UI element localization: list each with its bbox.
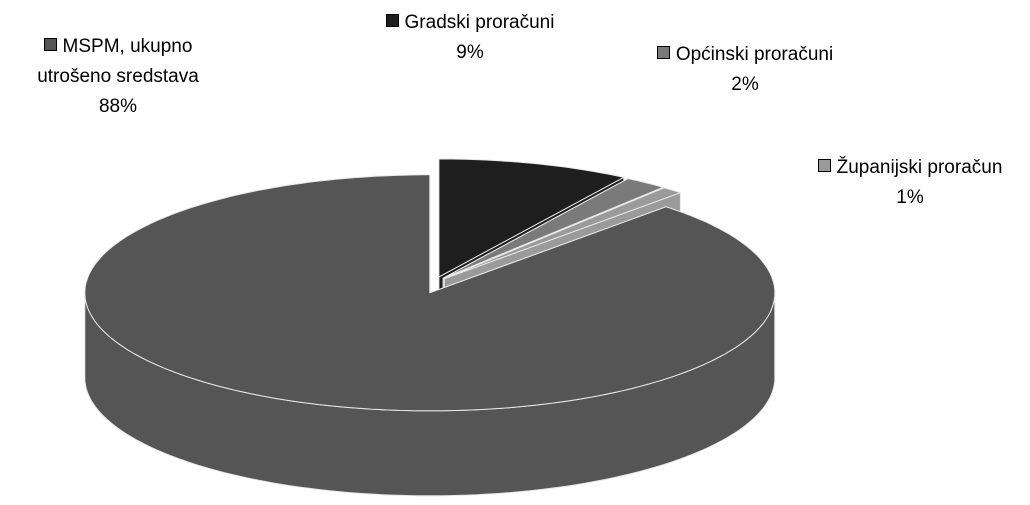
value-label: 88% <box>98 96 138 117</box>
legend-key <box>817 159 831 172</box>
slice-top <box>443 187 681 280</box>
slice-label: MSPM, ukupno utrošeno sredstava 88% <box>8 32 228 122</box>
category-label: Općinski proračuni <box>675 44 834 65</box>
value-label: 1% <box>896 187 924 208</box>
slice-top <box>442 178 664 279</box>
slice-top <box>438 158 625 278</box>
slice-top <box>84 174 776 412</box>
slice-label: Županijski proračun 1% <box>790 153 1030 213</box>
slice-label: Općinski proračuni 2% <box>615 40 875 100</box>
legend-key <box>656 46 670 59</box>
value-label: 9% <box>456 42 484 63</box>
legend-key <box>385 14 399 27</box>
category-label: MSPM, ukupno utrošeno sredstava <box>37 36 199 87</box>
category-label: Gradski proračuni <box>404 12 555 33</box>
category-label: Županijski proračun <box>836 157 1003 178</box>
legend-key <box>43 38 57 51</box>
value-label: 2% <box>731 74 759 95</box>
slice-label: Gradski proračuni 9% <box>360 8 580 68</box>
